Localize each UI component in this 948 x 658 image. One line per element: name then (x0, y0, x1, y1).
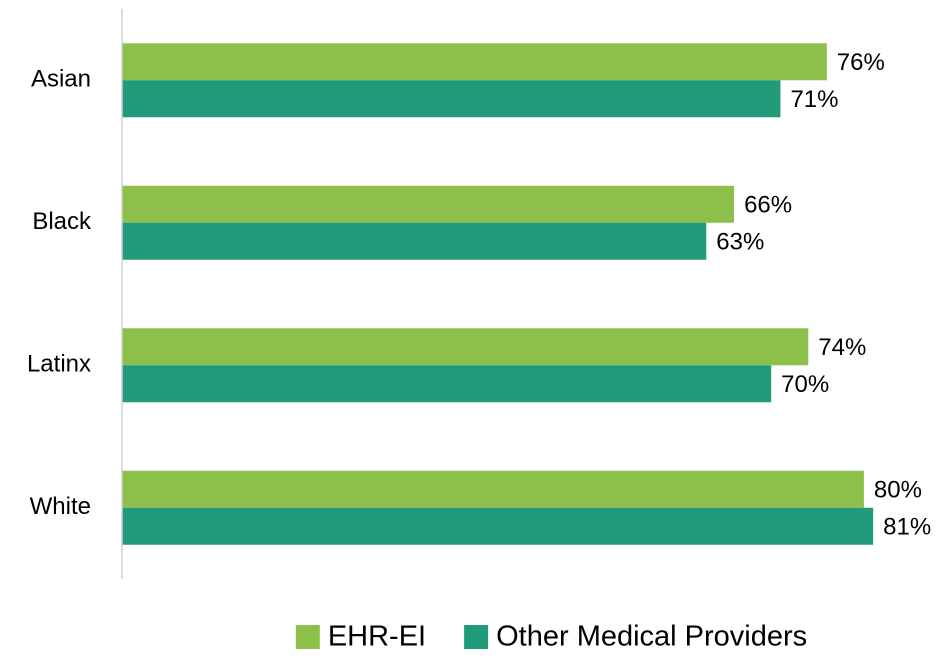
y-tick-label: Asian (31, 66, 91, 93)
legend-label: Other Medical Providers (496, 621, 807, 653)
bar (122, 80, 781, 118)
value-label: 76% (837, 49, 885, 76)
y-tick-label: Latinx (27, 351, 91, 378)
bar (122, 222, 707, 260)
value-label: 81% (883, 514, 931, 541)
bar (122, 43, 827, 81)
value-label: 63% (716, 229, 764, 256)
bar (122, 470, 864, 508)
value-label: 74% (818, 334, 866, 361)
value-label: 71% (790, 86, 838, 113)
bar (122, 328, 809, 366)
y-tick-label: White (30, 493, 91, 520)
legend-label: EHR-EI (328, 621, 426, 653)
value-label: 66% (744, 192, 792, 219)
value-label: 70% (781, 371, 829, 398)
bar (122, 507, 874, 545)
legend-swatch (464, 625, 489, 649)
bar (122, 185, 735, 223)
y-tick-label: Black (32, 208, 92, 235)
bar (122, 365, 772, 403)
legend-swatch (295, 625, 320, 649)
value-label: 80% (874, 477, 922, 504)
